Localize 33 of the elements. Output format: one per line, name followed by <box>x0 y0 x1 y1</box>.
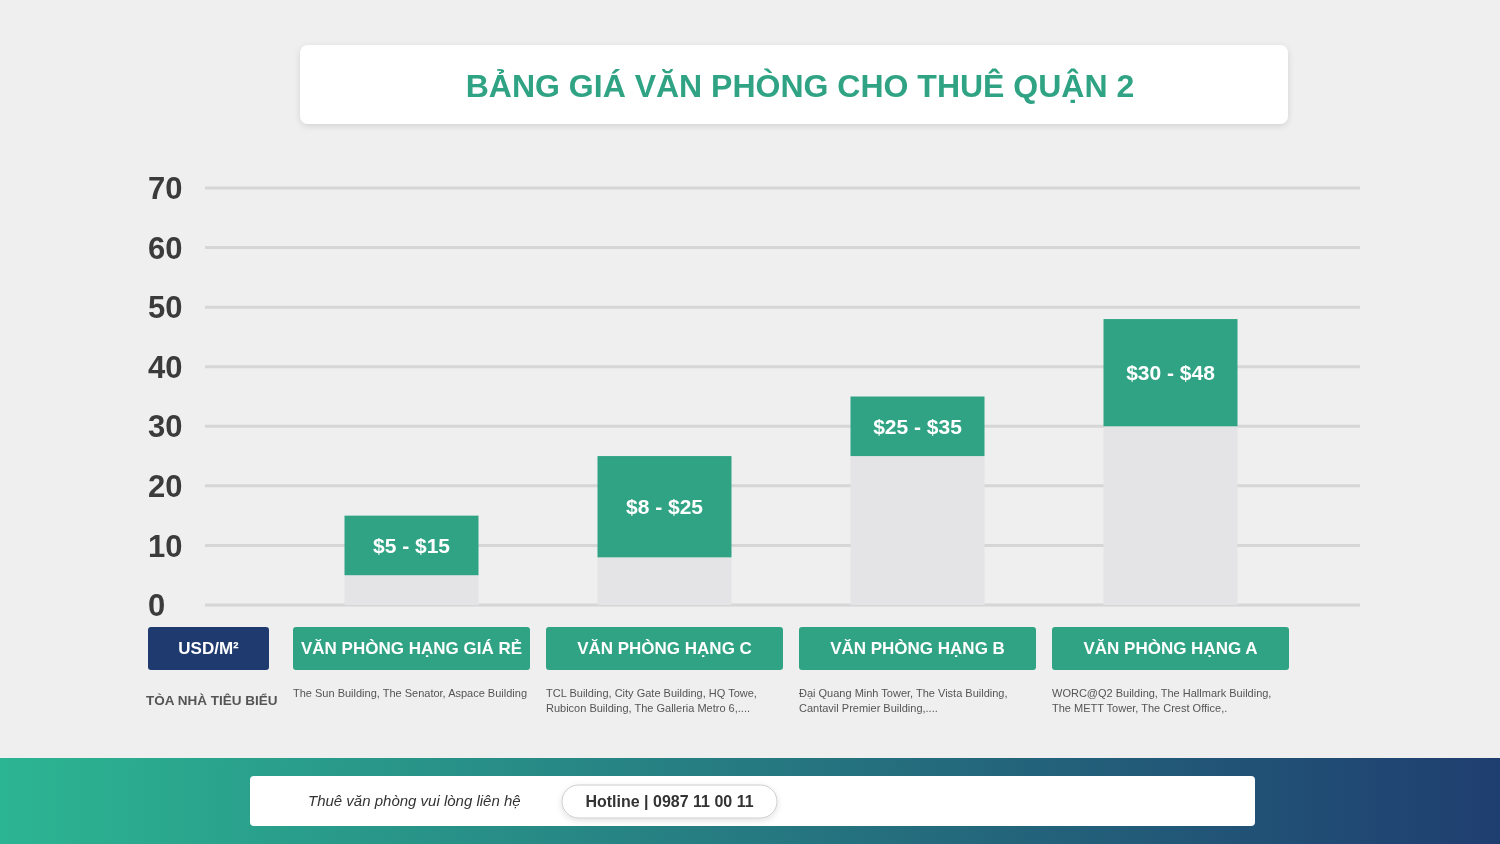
y-tick-label: 0 <box>148 588 166 624</box>
bar <box>1103 319 1238 427</box>
bar <box>850 456 985 605</box>
bar <box>1103 426 1238 605</box>
annotation: $25 - $35 <box>873 414 963 438</box>
y-tick-label: 20 <box>148 469 183 505</box>
bar <box>597 557 732 605</box>
x-tick-label: VĂN PHÒNG HẠNG B <box>830 639 1005 659</box>
text: Đại Quang Minh Tower, The Vista Building, Cantavil Premier Building,.... <box>799 686 1008 714</box>
x-tick-label: VĂN PHÒNG HẠNG C <box>577 639 752 659</box>
bar <box>344 515 479 576</box>
y-tick-label: 40 <box>148 349 183 385</box>
annotation: $5 - $15 <box>372 533 451 557</box>
x-tick-label: VĂN PHÒNG HẠNG GIÁ RẺ <box>300 639 523 659</box>
text: TCL Building, City Gate Building, HQ Towe, Rubicon Building, The Galleria Metro 6,.... <box>546 686 757 714</box>
x-tick-label: VĂN PHÒNG HẠNG A <box>1083 639 1258 659</box>
bar <box>344 575 479 605</box>
text: The Sun Building, The Senator, Aspace Building <box>293 686 528 699</box>
annotation: $8 - $25 <box>625 495 704 519</box>
y-axis-title: USD/M² <box>178 639 240 659</box>
y-tick-label: 50 <box>148 290 183 326</box>
text: Hotline | 0987 11 00 11 <box>585 793 754 811</box>
bar <box>850 396 985 457</box>
y-tick-label: 60 <box>148 230 183 266</box>
text: TÒA NHÀ TIÊU BIỂU <box>146 692 278 708</box>
bar <box>597 456 732 558</box>
y-tick-label: 70 <box>148 171 183 207</box>
y-tick-label: 10 <box>148 528 183 564</box>
y-tick-label: 30 <box>148 409 183 445</box>
text: WORC@Q2 Building, The Hallmark Building, The METT Tower, The Crest Office,. <box>1052 686 1272 714</box>
chart-title: BẢNG GIÁ VĂN PHÒNG CHO THUÊ QUẬN 2 <box>465 68 1135 105</box>
text: Thuê văn phòng vui lòng liên hệ <box>308 792 521 810</box>
annotation: $30 - $48 <box>1126 361 1216 385</box>
